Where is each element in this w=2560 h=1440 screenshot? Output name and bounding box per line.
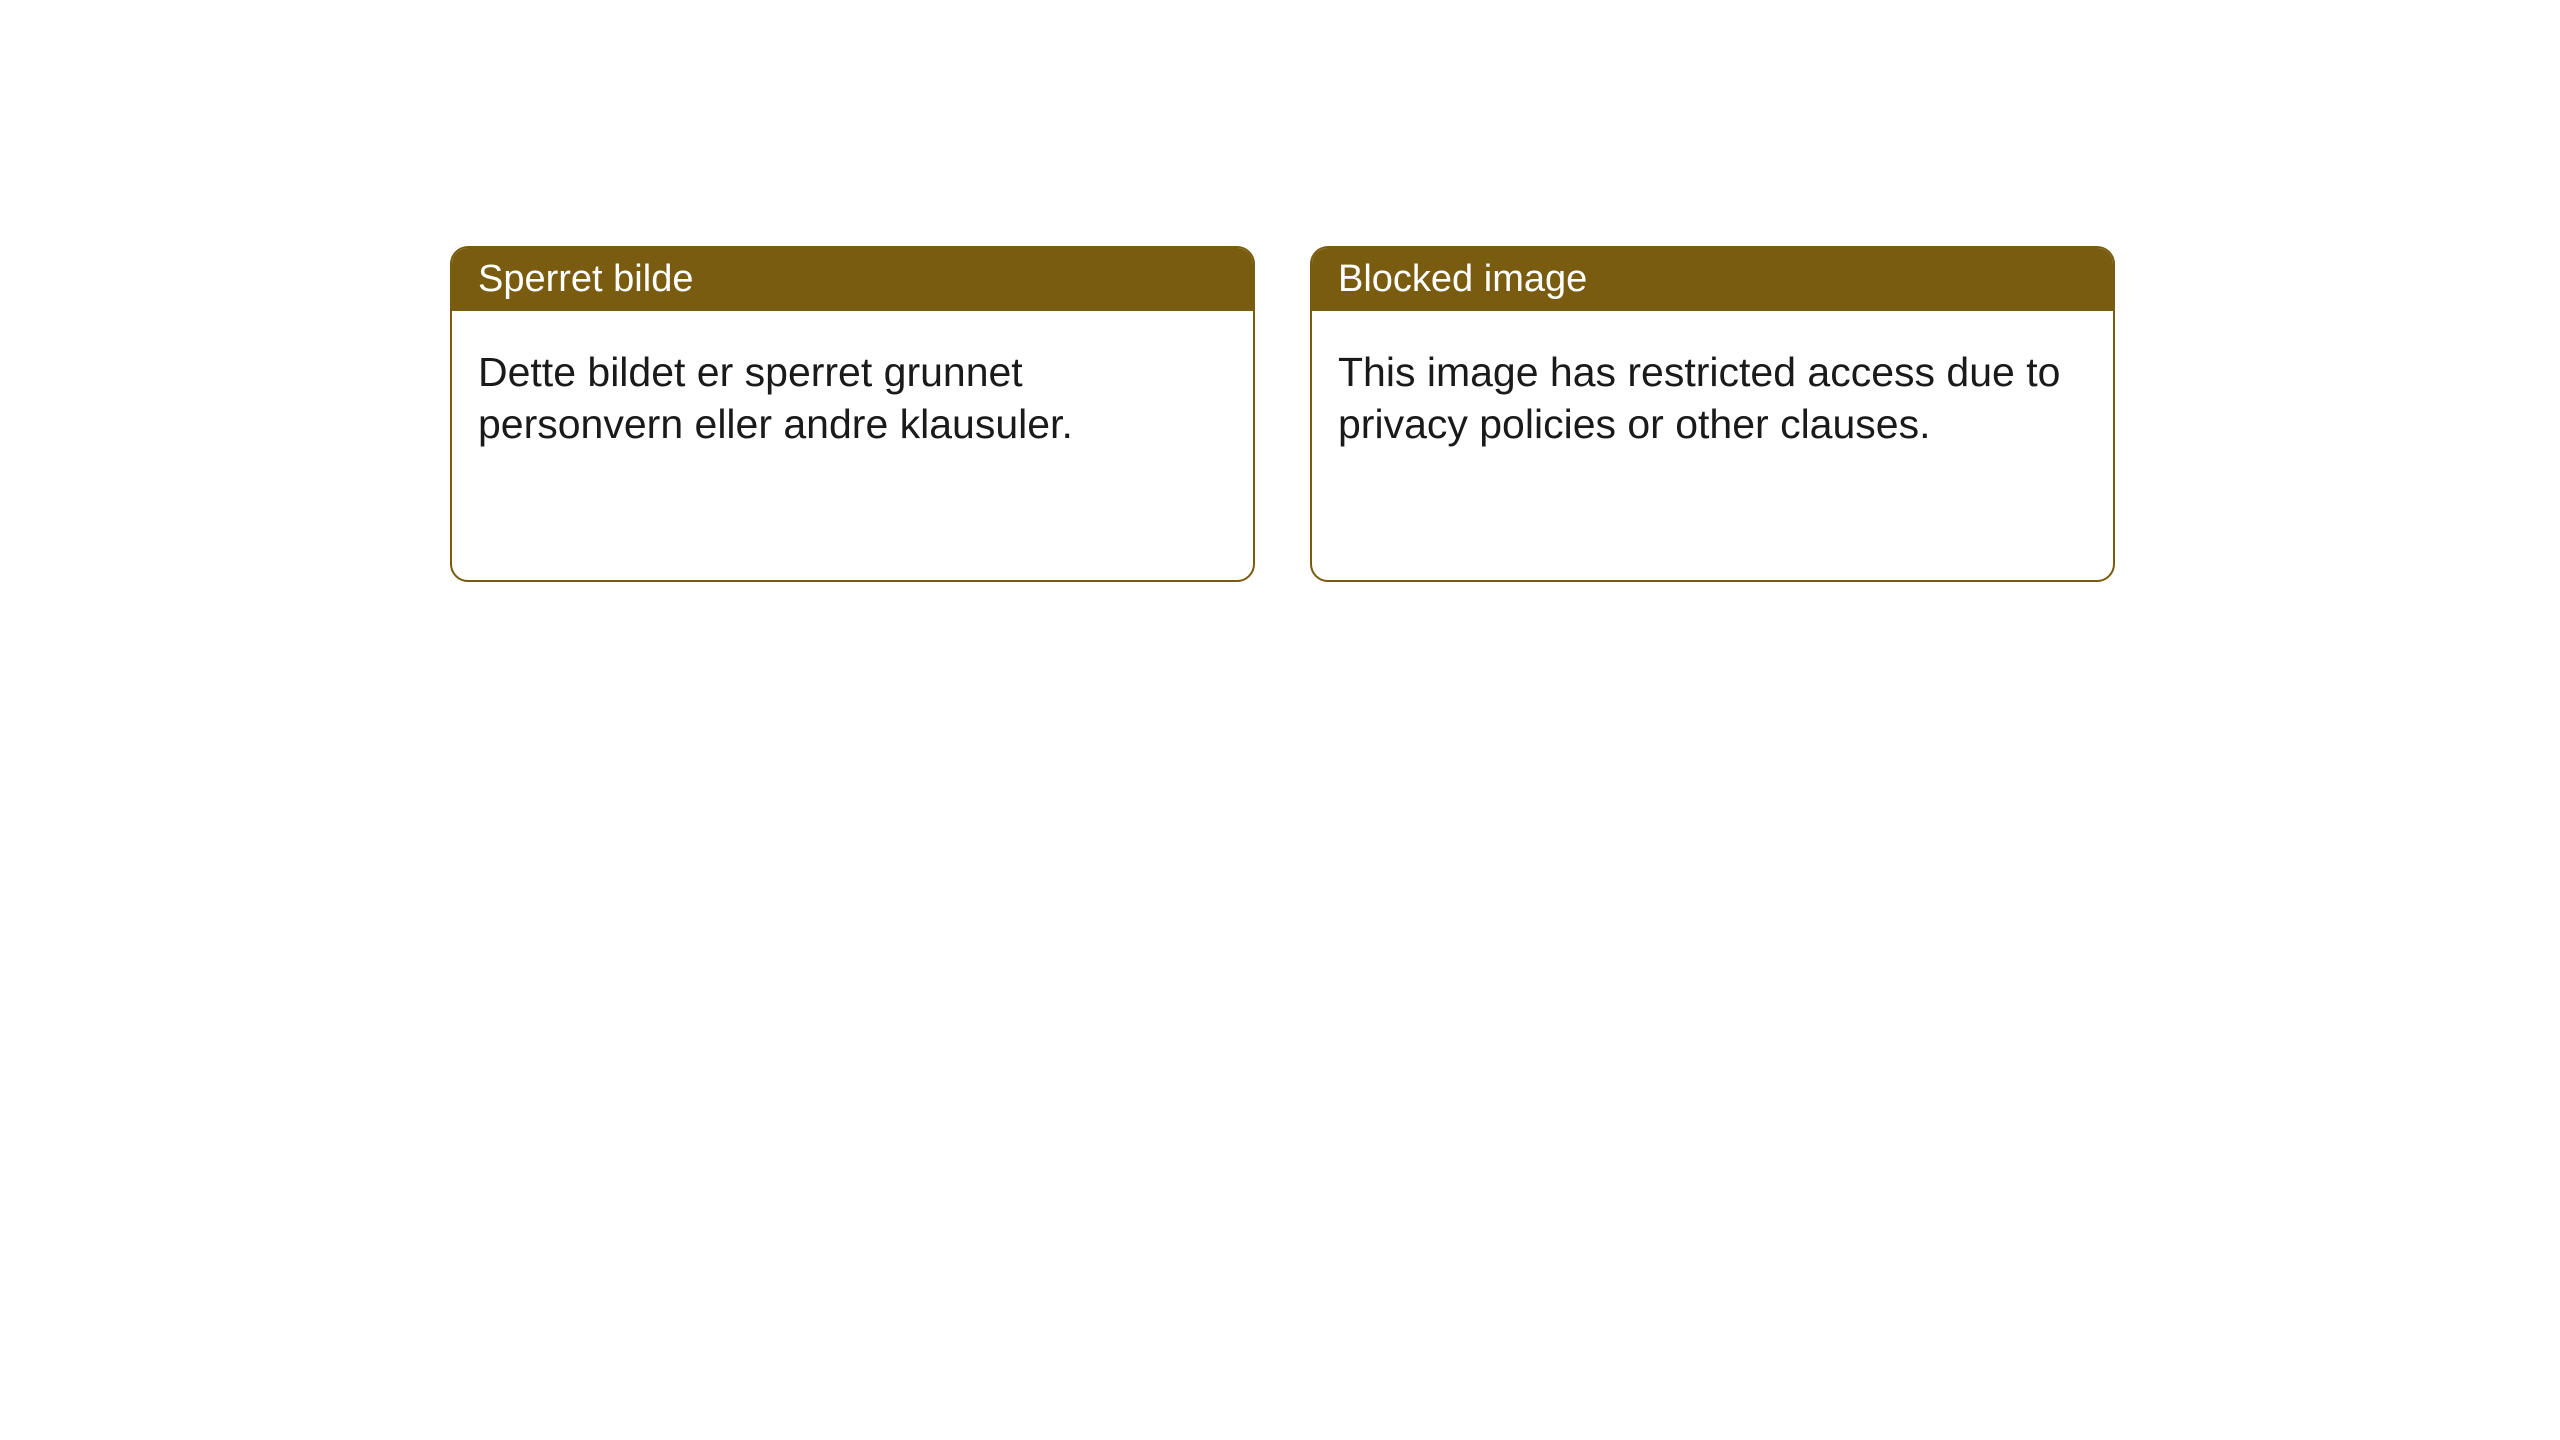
card-header-no: Sperret bilde	[452, 248, 1253, 311]
blocked-image-card-no: Sperret bilde Dette bildet er sperret gr…	[450, 246, 1255, 582]
card-header-en: Blocked image	[1312, 248, 2113, 311]
notice-container: Sperret bilde Dette bildet er sperret gr…	[0, 0, 2560, 582]
card-body-no: Dette bildet er sperret grunnet personve…	[452, 311, 1253, 486]
card-body-en: This image has restricted access due to …	[1312, 311, 2113, 486]
blocked-image-card-en: Blocked image This image has restricted …	[1310, 246, 2115, 582]
